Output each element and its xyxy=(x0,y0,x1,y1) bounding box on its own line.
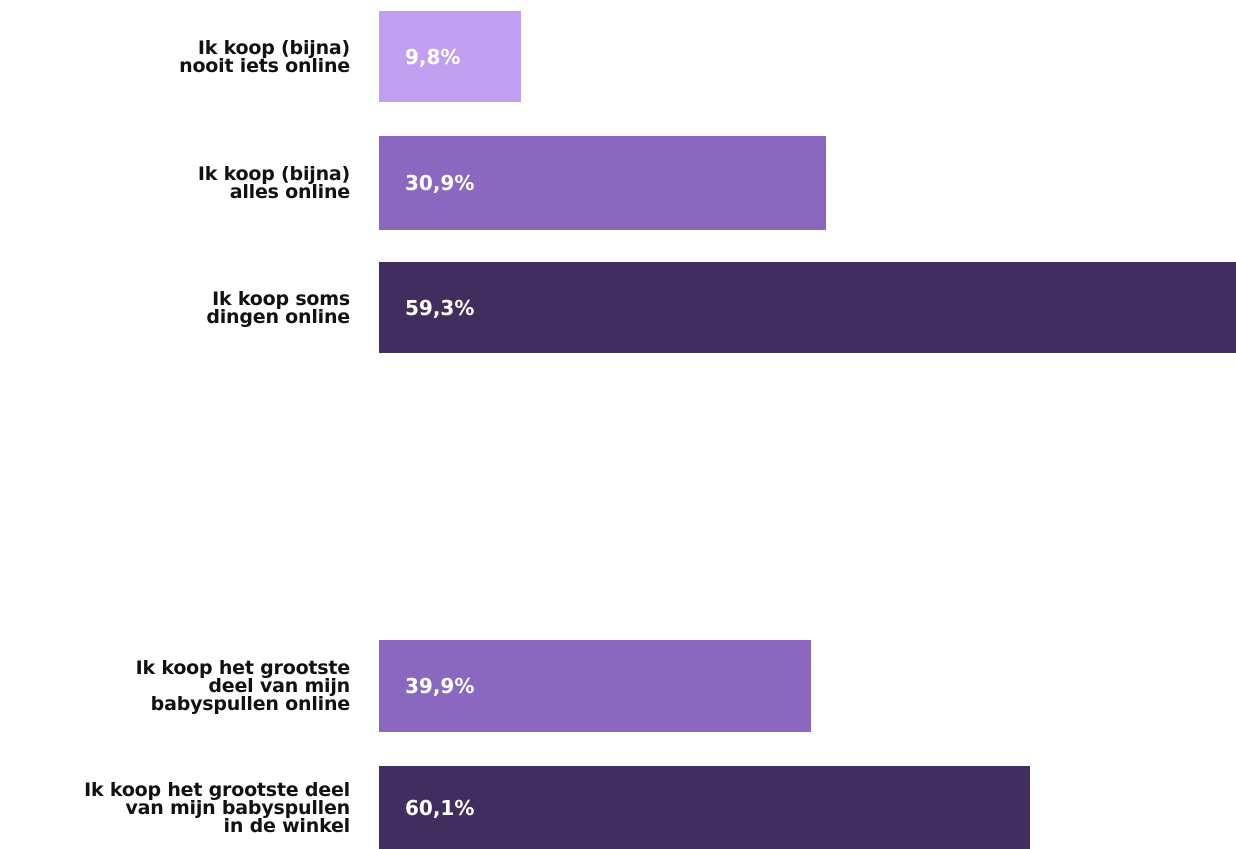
data-label: 9,8% xyxy=(405,44,461,69)
category-label: Ik koop (bijna) nooit iets online xyxy=(179,36,350,77)
bar-row: Ik koop soms dingen online 59,3% xyxy=(0,262,1236,353)
data-label: 39,9% xyxy=(405,674,475,698)
bar xyxy=(379,136,826,230)
category-label: Ik koop (bijna) alles online xyxy=(197,163,350,203)
online-shopping-chart: Ik koop (bijna) nooit iets online 9,8% I… xyxy=(0,0,1236,360)
bar xyxy=(379,262,1236,353)
bar-row: Ik koop het grootste deel van mijn babys… xyxy=(0,766,1236,849)
bar-row: Ik koop (bijna) alles online 30,9% xyxy=(0,136,1236,230)
data-label: 30,9% xyxy=(405,171,475,195)
bar-row: Ik koop het grootste deel van mijn babys… xyxy=(0,640,1236,732)
category-label: Ik koop het grootste deel van mijn babys… xyxy=(84,778,350,837)
data-label: 59,3% xyxy=(405,295,475,320)
bar-row: Ik koop (bijna) nooit iets online 9,8% xyxy=(0,11,1236,102)
bar xyxy=(379,640,812,732)
bar xyxy=(379,766,1031,849)
bar xyxy=(379,11,521,102)
category-label: Ik koop het grootste deel van mijn babys… xyxy=(135,657,351,715)
data-label: 60,1% xyxy=(405,795,475,820)
category-label: Ik koop soms dingen online xyxy=(206,287,350,328)
babyspullen-chart: Ik koop het grootste deel van mijn babys… xyxy=(0,620,1236,849)
